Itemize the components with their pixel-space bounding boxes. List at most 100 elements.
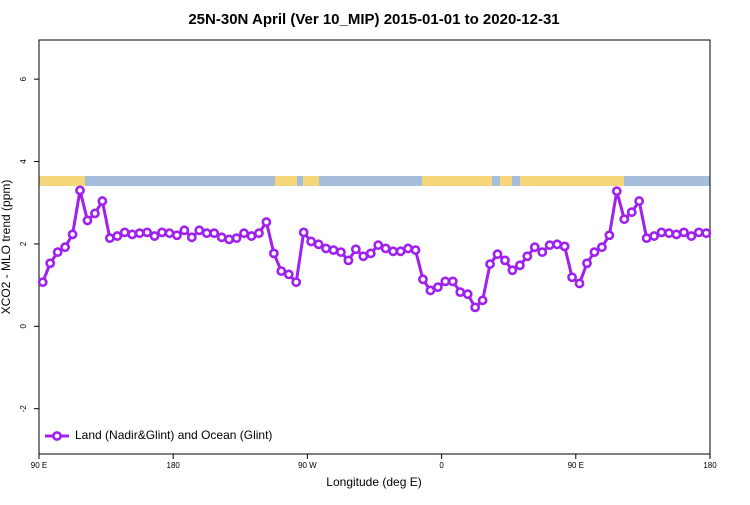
data-point: [37, 277, 48, 288]
data-point: [455, 287, 466, 298]
land-segment: [275, 176, 297, 186]
data-point: [619, 214, 630, 225]
data-point: [328, 245, 339, 255]
data-point: [298, 227, 309, 238]
y-tick-label: 0: [19, 324, 28, 329]
data-point: [75, 185, 85, 196]
data-point: [134, 228, 145, 239]
data-point: [649, 231, 659, 241]
y-tick-label: 6: [19, 76, 28, 81]
data-point: [291, 277, 302, 288]
data-point: [373, 240, 384, 251]
data-point: [224, 234, 235, 245]
series-line: [41, 189, 707, 310]
data-point: [261, 217, 272, 227]
data-point: [403, 243, 413, 254]
data-point: [686, 231, 697, 241]
data-point: [194, 225, 205, 236]
data-point: [380, 243, 391, 254]
land-segment: [39, 176, 85, 186]
data-point: [186, 232, 197, 243]
data-point: [567, 272, 577, 283]
data-point: [343, 255, 354, 266]
data-point: [574, 278, 585, 289]
y-tick-label: -2: [19, 405, 28, 413]
ocean-band: [39, 176, 710, 186]
data-point: [142, 227, 153, 238]
data-point: [492, 249, 503, 260]
data-point: [634, 196, 645, 206]
data-point: [410, 245, 421, 255]
data-point: [440, 276, 451, 287]
data-point: [425, 285, 436, 296]
data-point: [432, 282, 443, 293]
data-point: [529, 242, 540, 253]
data-point: [209, 228, 220, 239]
data-point: [119, 227, 130, 238]
data-point: [67, 229, 78, 240]
data-point: [179, 225, 190, 236]
data-point: [388, 246, 399, 257]
data-point: [447, 276, 458, 287]
x-axis-label: Longitude (deg E): [326, 475, 421, 489]
data-point: [507, 265, 518, 276]
data-point: [462, 289, 473, 300]
data-point: [231, 233, 242, 244]
data-point: [626, 207, 637, 218]
data-point: [239, 228, 249, 239]
data-point: [313, 239, 324, 250]
data-point: [671, 229, 682, 240]
data-point: [500, 255, 510, 266]
data-point: [544, 240, 555, 251]
x-tick-label: 90 E: [568, 461, 584, 470]
data-point: [306, 236, 317, 247]
data-point: [701, 228, 712, 239]
data-point: [611, 186, 622, 197]
data-point: [477, 295, 488, 306]
data-point: [514, 260, 525, 271]
land-segment: [422, 176, 492, 186]
data-point: [485, 259, 495, 269]
data-point: [336, 247, 346, 258]
data-point: [537, 247, 548, 258]
data-point: [216, 232, 227, 243]
data-point: [693, 227, 704, 238]
data-point: [418, 274, 428, 285]
data-point: [268, 248, 279, 259]
data-point: [157, 227, 167, 238]
data-point: [522, 251, 533, 262]
x-tick-label: 0: [439, 461, 444, 470]
data-point: [82, 215, 93, 226]
y-tick-label: 4: [19, 159, 28, 164]
x-tick-label: 180: [167, 461, 181, 470]
x-tick-label: 90 W: [298, 461, 317, 470]
data-point: [112, 231, 123, 241]
data-point: [52, 247, 63, 258]
data-point: [127, 229, 138, 240]
data-point: [358, 251, 369, 262]
legend-marker: [52, 431, 62, 441]
land-ocean-strip: [39, 176, 710, 186]
data-point: [641, 233, 652, 244]
data-point: [104, 233, 115, 244]
legend-label: Land (Nadir&Glint) and Ocean (Glint): [75, 428, 272, 442]
data-point: [254, 228, 264, 239]
data-point: [679, 227, 689, 238]
y-axis-label: XCO2 - MLO trend (ppm): [0, 180, 13, 315]
data-point: [246, 231, 257, 241]
data-point: [350, 244, 361, 255]
data-point: [470, 302, 481, 313]
data-point: [559, 241, 570, 252]
data-point: [321, 243, 331, 254]
data-point: [365, 248, 376, 259]
data-point: [172, 230, 182, 241]
x-tick-label: 90 E: [31, 461, 47, 470]
data-point: [604, 230, 615, 241]
data-point: [589, 247, 600, 258]
data-point: [596, 242, 607, 253]
data-point: [582, 258, 592, 269]
land-segment: [520, 176, 624, 186]
y-tick-label: 2: [19, 241, 28, 246]
